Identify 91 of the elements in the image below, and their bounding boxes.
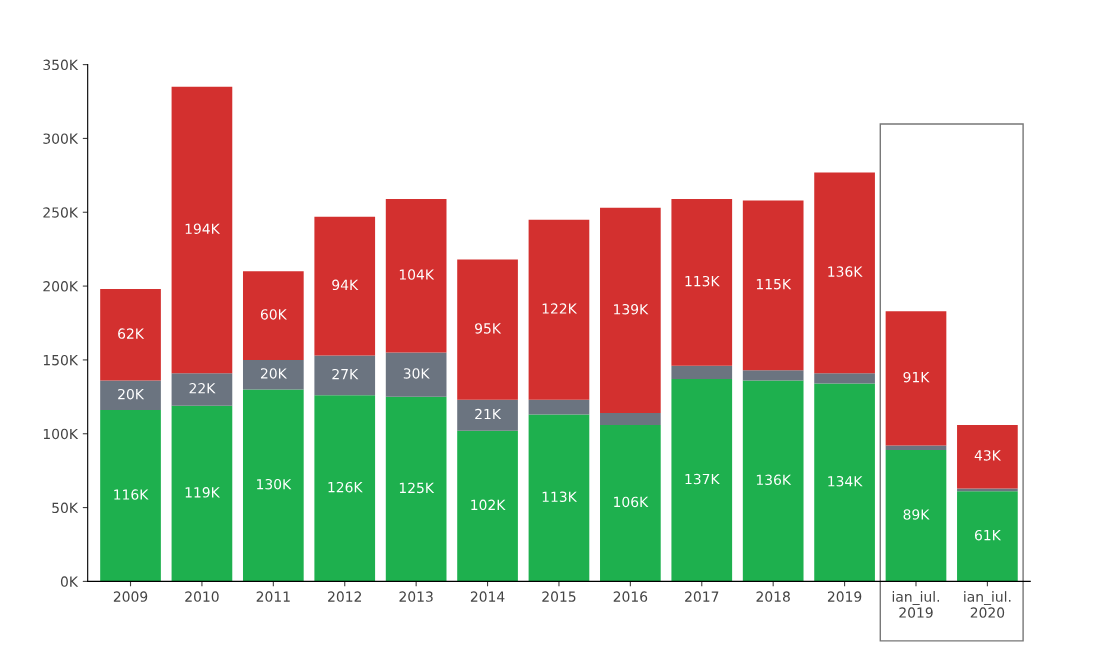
x-tick-label: 2014: [470, 591, 505, 602]
data-label: 21K: [475, 408, 502, 420]
y-tick-label: 150K: [43, 354, 79, 366]
data-label: 43K: [974, 450, 1002, 461]
data-label: 115K: [756, 279, 792, 290]
bar: [242, 271, 304, 360]
data-label: 27K: [332, 368, 359, 380]
x-tick-label: 2015: [542, 591, 576, 602]
bar: [528, 399, 590, 415]
data-label: 60K: [260, 309, 288, 320]
bar: [314, 216, 376, 356]
data-label: 91K: [903, 371, 930, 383]
bar: [957, 424, 1018, 489]
bar: [600, 207, 661, 414]
bar: [171, 373, 233, 406]
bar: [171, 405, 233, 582]
y-tick-label: 250K: [43, 207, 79, 218]
data-label: 20K: [260, 368, 288, 379]
x-tick-label: 2017: [685, 591, 719, 602]
bar: [457, 259, 518, 400]
bar: [242, 359, 304, 390]
data-label: 89K: [903, 509, 930, 520]
bar: [742, 370, 804, 381]
bar: [600, 413, 661, 425]
data-label: 94K: [332, 279, 359, 291]
bar: [814, 383, 875, 582]
y-tick-label: 50K: [52, 502, 79, 514]
data-label: 194K: [185, 223, 221, 235]
bar: [957, 491, 1018, 582]
bar: [242, 389, 304, 582]
data-label: 122K: [542, 303, 578, 314]
bar: [671, 198, 733, 366]
data-label: 134K: [828, 475, 863, 487]
y-tick-label: 350K: [43, 59, 79, 71]
data-label: 62K: [118, 328, 145, 339]
data-label: 126K: [328, 481, 363, 493]
bar: [100, 289, 161, 381]
bar: [742, 380, 804, 582]
data-label: 130K: [257, 478, 292, 490]
bar: [742, 200, 804, 371]
y-tick-label: 200K: [43, 281, 79, 292]
x-tick-label: 2012: [328, 591, 362, 602]
data-label: 139K: [614, 303, 649, 315]
data-label: 104K: [399, 269, 435, 280]
data-label: 136K: [756, 474, 792, 486]
x-tick-label: ian_iul. 2020: [964, 591, 1011, 618]
data-label: 113K: [685, 275, 720, 287]
y-tick-label: 0K: [60, 576, 79, 587]
bar: [457, 430, 518, 582]
bar: [814, 172, 875, 374]
x-tick-label: 2009: [113, 591, 148, 602]
bar: [385, 352, 447, 397]
bar: [885, 311, 947, 446]
x-tick-label: 2019: [827, 591, 862, 602]
bar: [457, 399, 518, 431]
data-label: 95K: [475, 323, 502, 334]
y-tick-label: 100K: [43, 428, 79, 440]
data-label: 119K: [185, 487, 221, 498]
data-label: 136K: [828, 266, 863, 277]
bar: [885, 449, 947, 582]
x-tick-label: 2010: [185, 591, 219, 602]
bar: [528, 414, 590, 582]
bar: [314, 355, 376, 396]
bar: [314, 395, 376, 582]
data-label: 113K: [542, 491, 578, 502]
x-tick-label: 2011: [256, 591, 290, 602]
bar: [100, 380, 161, 411]
bar: [171, 86, 233, 374]
bar: [957, 488, 1018, 492]
bar: [600, 424, 661, 582]
x-tick-label: ian_iul. 2019: [892, 591, 940, 618]
bar: [100, 410, 161, 582]
bar: [814, 373, 875, 384]
data-label: 102K: [471, 499, 506, 511]
data-label: 30K: [403, 368, 430, 379]
bar: [385, 396, 447, 582]
bar: [671, 379, 733, 582]
bar: [385, 198, 447, 353]
x-tick-label: 2013: [399, 591, 433, 602]
bar: [528, 219, 590, 400]
data-label: 106K: [614, 496, 649, 508]
data-label: 137K: [685, 473, 720, 485]
data-label: 116K: [114, 489, 149, 500]
x-tick-label: 2016: [613, 591, 648, 602]
data-label: 125K: [399, 482, 435, 494]
y-tick-label: 300K: [43, 133, 79, 144]
x-tick-label: 2018: [756, 591, 790, 602]
bar: [671, 365, 733, 380]
data-label: 20K: [118, 388, 145, 400]
data-label: 61K: [974, 529, 1002, 541]
data-label: 22K: [189, 382, 216, 394]
